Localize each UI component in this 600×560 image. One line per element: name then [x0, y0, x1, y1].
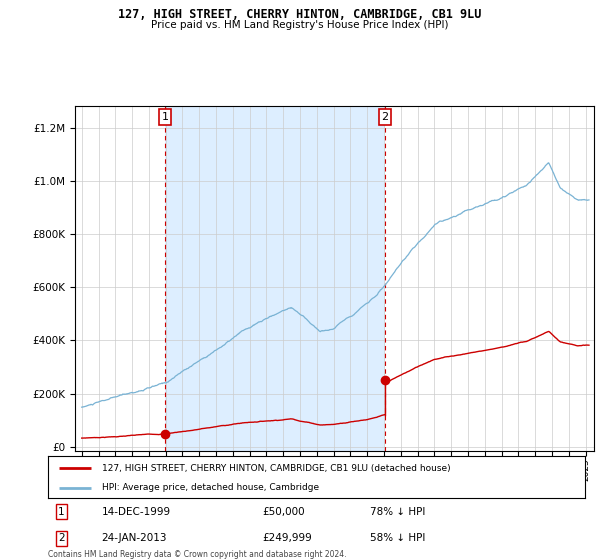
Bar	[165, 106, 385, 451]
Text: Price paid vs. HM Land Registry's House Price Index (HPI): Price paid vs. HM Land Registry's House …	[151, 20, 449, 30]
Text: £50,000: £50,000	[263, 507, 305, 517]
Text: 1: 1	[58, 507, 65, 517]
Text: Contains HM Land Registry data © Crown copyright and database right 2024.
This d: Contains HM Land Registry data © Crown c…	[48, 550, 347, 560]
Text: 58% ↓ HPI: 58% ↓ HPI	[370, 533, 425, 543]
Text: 127, HIGH STREET, CHERRY HINTON, CAMBRIDGE, CB1 9LU (detached house): 127, HIGH STREET, CHERRY HINTON, CAMBRID…	[102, 464, 451, 473]
Text: £249,999: £249,999	[263, 533, 313, 543]
Text: 2: 2	[58, 533, 65, 543]
Text: 2: 2	[382, 112, 389, 122]
Text: 78% ↓ HPI: 78% ↓ HPI	[370, 507, 425, 517]
Text: 24-JAN-2013: 24-JAN-2013	[102, 533, 167, 543]
Text: 127, HIGH STREET, CHERRY HINTON, CAMBRIDGE, CB1 9LU: 127, HIGH STREET, CHERRY HINTON, CAMBRID…	[118, 8, 482, 21]
Text: HPI: Average price, detached house, Cambridge: HPI: Average price, detached house, Camb…	[102, 483, 319, 492]
Text: 1: 1	[161, 112, 169, 122]
Text: 14-DEC-1999: 14-DEC-1999	[102, 507, 171, 517]
